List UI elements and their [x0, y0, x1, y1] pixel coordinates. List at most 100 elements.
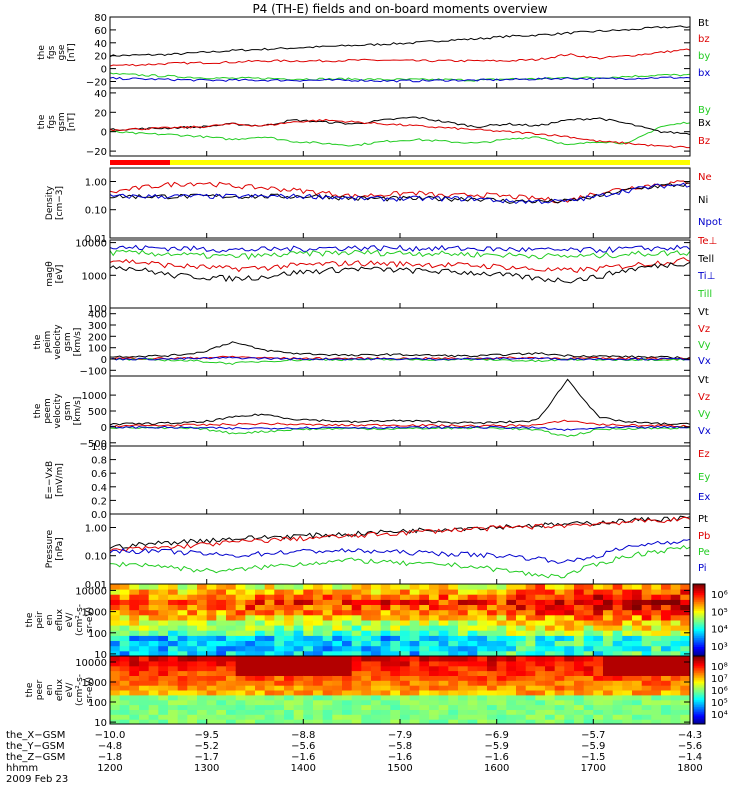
spectrogram-cell [574, 680, 585, 686]
spectrogram-cell [496, 714, 507, 720]
spectrogram-cell [235, 714, 246, 720]
spectrogram-cell [148, 719, 159, 725]
y-tick-label: 300 [88, 321, 107, 332]
spectrogram-cell [506, 589, 517, 595]
spectrogram-cell [245, 719, 256, 725]
spectrogram-cell [632, 665, 643, 672]
spectrogram-cell [506, 709, 517, 715]
spectrogram-cell [496, 660, 507, 667]
spectrogram-cell [603, 694, 614, 701]
plot-title: P4 (TH-E) fields and on-board moments ov… [252, 2, 547, 16]
spectrogram-cell [458, 685, 469, 691]
spectrogram-cell [458, 584, 469, 590]
spectrogram-cell [409, 680, 420, 686]
spectrogram-cell [129, 594, 140, 600]
spectrogram-cell [342, 714, 353, 720]
spectrogram-cell [313, 694, 324, 701]
spectrogram-cell [168, 620, 179, 626]
spectrogram-cell [390, 719, 401, 725]
spectrogram-cell [651, 670, 662, 676]
spectrogram-cell [467, 625, 478, 631]
spectrogram-cell [516, 709, 527, 715]
spectrogram-cell [535, 656, 546, 662]
y-tick-label: 20 [94, 52, 107, 63]
colorbar-cell [693, 683, 705, 686]
spectrogram-cell [129, 645, 140, 652]
spectrogram-cell [139, 650, 150, 657]
spectrogram-cell [342, 635, 353, 641]
legend-By: By [698, 105, 711, 116]
spectrogram-cell [661, 656, 672, 662]
spectrogram-cell [371, 699, 382, 706]
spectrogram-cell [361, 690, 372, 696]
spectrogram-cell [322, 690, 333, 696]
spectrogram-cell [177, 635, 188, 641]
spectrogram-cell [322, 599, 333, 605]
spectrogram-cell [583, 685, 594, 691]
y-axis-label: the fgs gse [nT] [37, 43, 77, 61]
spectrogram-cell [535, 599, 546, 605]
spectrogram-cell [438, 675, 449, 681]
spectrogram-cell [593, 694, 604, 701]
spectrogram-cell [409, 589, 420, 595]
spectrogram-cell [371, 665, 382, 672]
spectrogram-cell [255, 704, 266, 710]
spectrogram-cell [158, 645, 169, 652]
spectrogram-cell [564, 620, 575, 626]
spectrogram-cell [593, 625, 604, 631]
spectrogram-cell [342, 604, 353, 611]
spectrogram-cell [245, 690, 256, 696]
spectrogram-cell [274, 609, 285, 616]
colorbar-cell [693, 686, 705, 689]
spectrogram-cell [226, 584, 237, 590]
y-axis-label-line: [km/s] [73, 397, 83, 426]
y-axis-label-line: en [45, 684, 55, 695]
spectrogram-cell [467, 604, 478, 611]
spectrogram-cell [129, 670, 140, 676]
spectrogram-cell [380, 635, 391, 641]
spectrogram-cell [593, 670, 604, 676]
legend-Vy: Vy [698, 340, 711, 351]
spectrogram-cell [351, 650, 362, 657]
spectrogram-cell [177, 680, 188, 686]
spectrogram-cell [535, 614, 546, 621]
spectrogram-cell [438, 620, 449, 626]
spectrogram-cell [458, 719, 469, 725]
spectrogram-cell [255, 645, 266, 652]
spectrogram-cell [245, 670, 256, 676]
spectrogram-cell [458, 699, 469, 706]
x-row-value: 1500 [387, 763, 412, 774]
spectrogram-cell [129, 690, 140, 696]
spectrogram-cell [197, 609, 208, 616]
spectrogram-cell [177, 675, 188, 681]
spectrogram-cell [583, 690, 594, 696]
spectrogram-cell [661, 660, 672, 667]
spectrogram-cell [535, 699, 546, 706]
spectrogram-cell [129, 584, 140, 590]
spectrogram-cell [187, 599, 198, 605]
spectrogram-cell [487, 650, 498, 657]
spectrogram-cell [409, 709, 420, 715]
spectrogram-cell [313, 690, 324, 696]
spectrogram-cell [622, 625, 633, 631]
spectrogram-cell [303, 645, 314, 652]
spectrogram-cell [168, 630, 179, 636]
y-tick-label: 20 [94, 108, 107, 119]
spectrogram-cell [235, 630, 246, 636]
spectrogram-cell [477, 690, 488, 696]
spectrogram-cell [641, 660, 652, 667]
spectrogram-cell [168, 690, 179, 696]
spectrogram-cell [554, 699, 565, 706]
spectrogram-cell [438, 685, 449, 691]
spectrogram-cell [622, 680, 633, 686]
spectrogram-cell [313, 584, 324, 590]
spectrogram-cell [545, 625, 556, 631]
spectrogram-cell [380, 709, 391, 715]
spectrogram-cell [632, 675, 643, 681]
spectrogram-cell [303, 660, 314, 667]
spectrogram-cell [400, 584, 411, 590]
spectrogram-cell [651, 620, 662, 626]
colorbar-cell [693, 707, 705, 710]
